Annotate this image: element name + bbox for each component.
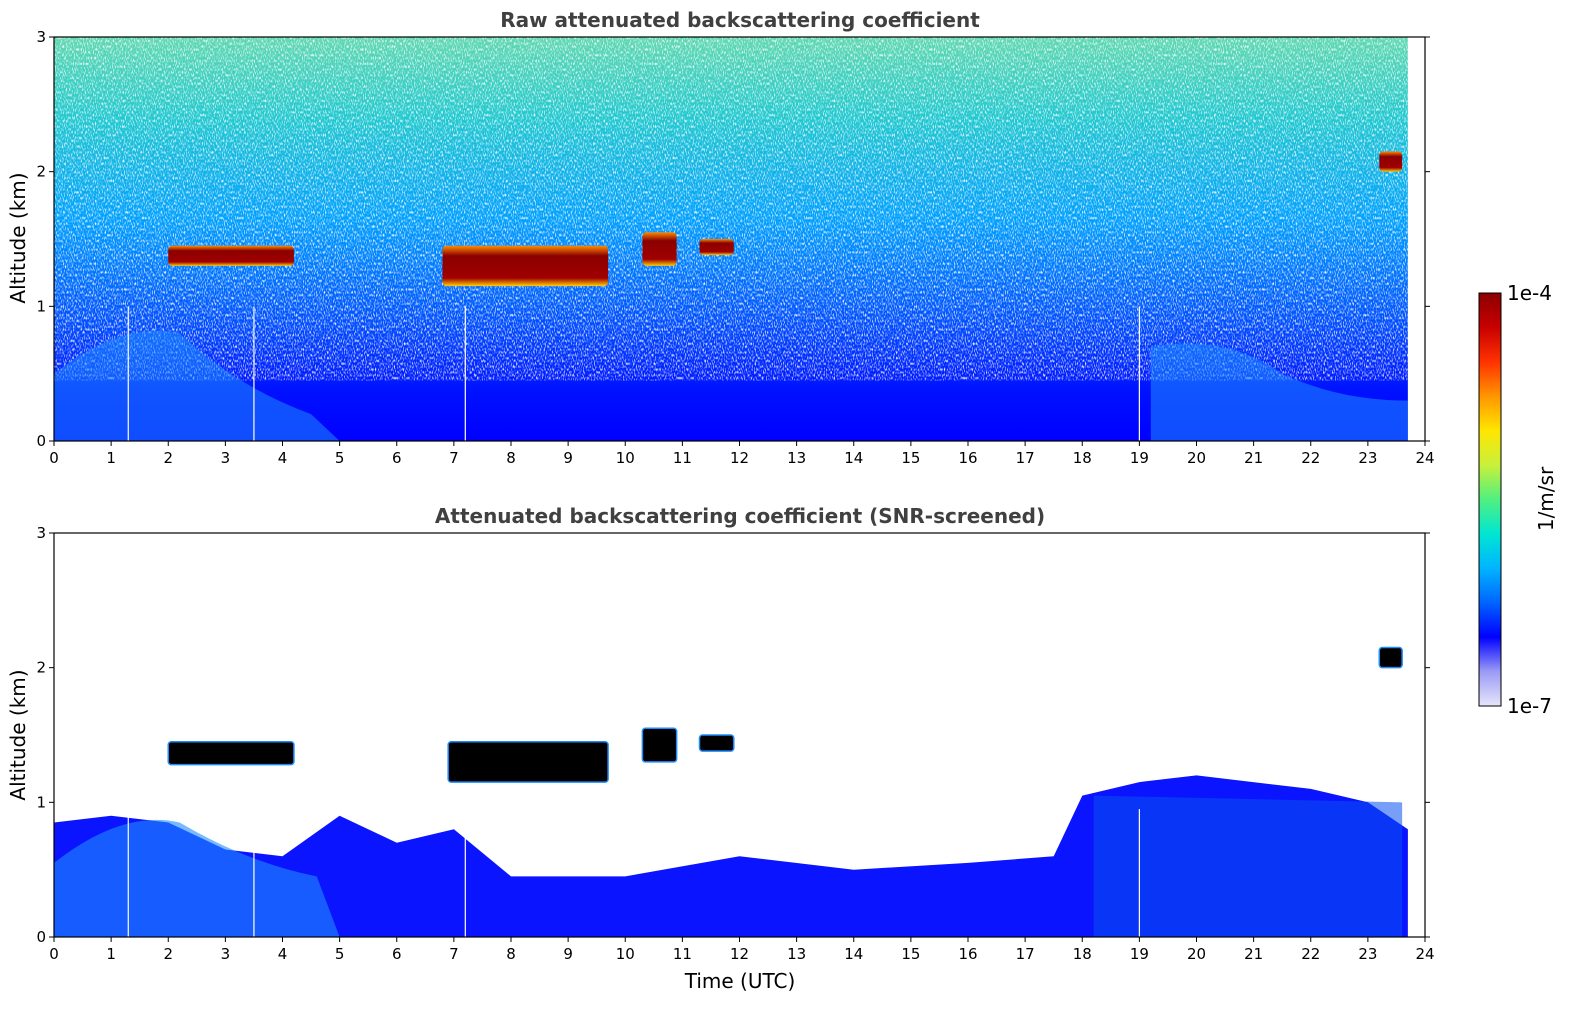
y-tick-label: 3: [36, 524, 46, 542]
screened-cloud-layer: [1378, 646, 1403, 669]
x-tick-label: 13: [787, 449, 806, 467]
x-tick-label: 4: [278, 449, 288, 467]
x-tick-label: 8: [506, 449, 516, 467]
raw-backscatter-panel: Raw attenuated backscattering coefficien…: [6, 8, 1435, 467]
raw-cloud-layer: [442, 245, 609, 287]
x-tick-label: 14: [844, 945, 863, 963]
raw-noise-texture: [54, 37, 1408, 381]
panel1-ylabel: Altitude (km): [6, 172, 30, 303]
x-tick-label: 9: [563, 945, 573, 963]
x-tick-label: 10: [616, 945, 635, 963]
raw-boundary-layer: [54, 330, 340, 441]
screened-cloud-layer: [447, 740, 609, 783]
x-tick-label: 3: [221, 945, 231, 963]
screened-cloud-layer: [167, 740, 295, 766]
x-tick-label: 20: [1187, 449, 1206, 467]
x-tick-label: 14: [844, 449, 863, 467]
x-tick-label: 7: [449, 449, 459, 467]
x-tick-label: 11: [673, 945, 692, 963]
screened-boundary-layer-evening: [1093, 795, 1403, 937]
panel1-axes: 0 1 2 3 4 5 6 7 8 9 10 11 12 13 14 15 16 17 18 19 20 21 22 23 24…: [36, 28, 1434, 467]
x-tick-label: 6: [392, 945, 402, 963]
x-tick-label: 0: [49, 945, 59, 963]
y-tick-label: 2: [36, 163, 46, 181]
x-tick-label: 2: [163, 945, 173, 963]
y-tick-label: 1: [36, 793, 46, 811]
x-tick-label: 1: [106, 449, 116, 467]
x-tick-label: 22: [1301, 945, 1320, 963]
y-tick-label: 3: [36, 28, 46, 46]
raw-cloud-layer: [642, 232, 677, 266]
raw-backscatter-image: [54, 37, 1408, 441]
y-tick-label: 0: [36, 432, 46, 450]
x-tick-label: 2: [163, 449, 173, 467]
screened-boundary-layer: [54, 775, 1408, 937]
y-tick-label: 2: [36, 659, 46, 677]
x-tick-label: 17: [1016, 945, 1035, 963]
x-tick-label: 23: [1358, 449, 1377, 467]
x-tick-label: 24: [1415, 945, 1434, 963]
x-tick-label: 1: [106, 945, 116, 963]
x-tick-label: 8: [506, 945, 516, 963]
y-tick-label: 1: [36, 297, 46, 315]
x-tick-label: 9: [563, 449, 573, 467]
x-tick-label: 22: [1301, 449, 1320, 467]
x-tick-label: 19: [1130, 449, 1149, 467]
screened-cloud-layer: [641, 727, 678, 763]
x-tick-label: 5: [335, 945, 345, 963]
x-tick-label: 20: [1187, 945, 1206, 963]
screened-boundary-layer-morning: [54, 819, 340, 937]
x-tick-label: 12: [730, 449, 749, 467]
panel1-title: Raw attenuated backscattering coefficien…: [500, 8, 980, 32]
x-tick-label: 11: [673, 449, 692, 467]
x-tick-label: 4: [278, 945, 288, 963]
raw-cloud-layer: [168, 245, 294, 266]
raw-boundary-layer-evening: [1150, 343, 1408, 441]
raw-cloud-layer: [1379, 151, 1403, 172]
panel2-title: Attenuated backscattering coefficient (S…: [435, 504, 1045, 528]
x-tick-label: 5: [335, 449, 345, 467]
x-tick-label: 13: [787, 945, 806, 963]
x-tick-label: 18: [1073, 945, 1092, 963]
x-tick-label: 0: [49, 449, 59, 467]
x-tick-label: 21: [1244, 449, 1263, 467]
x-tick-label: 6: [392, 449, 402, 467]
colorbar-unit-label: 1/m/sr: [1534, 466, 1558, 531]
x-tick-label: 7: [449, 945, 459, 963]
y-tick-label: 0: [36, 928, 46, 946]
x-tick-label: 15: [901, 449, 920, 467]
raw-cloud-layer: [699, 239, 734, 256]
x-tick-label: 23: [1358, 945, 1377, 963]
x-tick-label: 15: [901, 945, 920, 963]
x-tick-label: 19: [1130, 945, 1149, 963]
x-tick-label: 17: [1016, 449, 1035, 467]
x-tick-label: 18: [1073, 449, 1092, 467]
colorbar-scale: [1478, 292, 1502, 707]
x-tick-label: 16: [958, 945, 977, 963]
x-tick-label: 16: [958, 449, 977, 467]
colorbar-max-label: 1e-4: [1507, 281, 1552, 305]
colorbar: 1e-4 1e-7 1/m/sr: [1478, 281, 1558, 718]
panel2-axes: 0 1 2 3 4 5 6 7 8 9 10 11 12 13 14 15 16 17 18 19 20 21 22 23 24…: [36, 524, 1434, 963]
x-tick-label: 3: [221, 449, 231, 467]
panel2-ylabel: Altitude (km): [6, 669, 30, 800]
x-tick-label: 21: [1244, 945, 1263, 963]
colorbar-min-label: 1e-7: [1507, 694, 1552, 718]
panel2-xlabel: Time (UTC): [684, 969, 796, 993]
screened-backscatter-panel: Attenuated backscattering coefficient (S…: [6, 504, 1435, 993]
x-tick-label: 24: [1415, 449, 1434, 467]
screened-backscatter-image: [54, 646, 1408, 937]
x-tick-label: 12: [730, 945, 749, 963]
screened-cloud-layer: [698, 734, 735, 752]
x-tick-label: 10: [616, 449, 635, 467]
